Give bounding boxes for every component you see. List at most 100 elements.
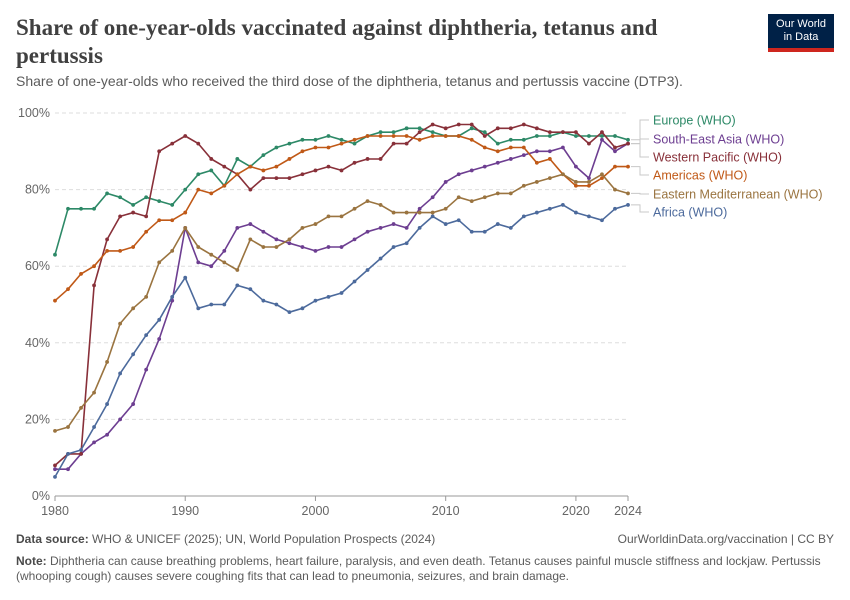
data-point — [79, 448, 83, 452]
chart-title: Share of one-year-olds vaccinated agains… — [16, 15, 658, 68]
x-tick-label: 2010 — [432, 504, 460, 518]
data-point — [209, 252, 214, 257]
data-point — [339, 214, 344, 219]
data-point — [560, 172, 565, 177]
x-tick-label: 2024 — [614, 504, 642, 518]
data-point — [300, 306, 305, 311]
data-point — [443, 134, 448, 138]
data-point — [547, 157, 552, 161]
data-point — [144, 195, 149, 200]
y-tick-label: 100% — [18, 106, 50, 120]
data-point — [118, 417, 123, 422]
data-point — [300, 149, 305, 154]
data-point — [560, 203, 565, 207]
data-point — [131, 402, 136, 406]
data-point — [521, 153, 526, 158]
data-point — [157, 199, 162, 203]
data-point — [482, 164, 487, 169]
data-point — [587, 214, 591, 219]
data-point — [378, 203, 383, 207]
data-point — [53, 474, 57, 479]
data-point — [443, 126, 448, 131]
data-point — [118, 195, 123, 200]
data-point — [613, 134, 617, 138]
data-point — [560, 130, 565, 135]
note-text: Diphtheria can cause breathing problems,… — [16, 554, 821, 583]
data-point — [469, 199, 474, 203]
data-point — [391, 210, 396, 215]
data-point — [521, 145, 526, 150]
data-point — [66, 467, 70, 472]
series-line — [54, 135, 628, 302]
data-point — [274, 245, 279, 249]
series-line — [54, 127, 629, 255]
data-point — [534, 149, 539, 154]
data-point — [53, 252, 57, 257]
data-point — [235, 157, 240, 161]
data-point — [209, 168, 214, 173]
data-point — [92, 206, 96, 211]
data-point — [274, 176, 279, 181]
data-point — [495, 222, 500, 226]
data-point — [587, 180, 591, 184]
data-point — [183, 187, 188, 192]
data-point — [92, 425, 96, 429]
legend-connector — [631, 204, 649, 213]
data-point — [456, 122, 461, 127]
data-point — [157, 149, 162, 154]
data-point — [378, 256, 383, 261]
data-point — [574, 134, 578, 138]
data-point — [365, 199, 370, 203]
y-tick-label: 0% — [32, 489, 50, 503]
data-point — [430, 122, 435, 127]
data-point — [495, 141, 500, 146]
data-point — [600, 218, 604, 223]
credit-link[interactable]: OurWorldinData.org/vaccination | CC BY — [617, 532, 834, 546]
data-point — [508, 137, 513, 142]
data-point — [456, 172, 461, 177]
data-point — [508, 226, 513, 230]
data-point — [587, 134, 591, 138]
data-point — [456, 218, 461, 223]
data-point — [157, 337, 162, 341]
data-point — [105, 191, 109, 196]
data-point — [66, 425, 70, 429]
legend-label: Western Pacific (WHO) — [653, 151, 782, 165]
data-point — [547, 206, 552, 211]
data-point — [53, 463, 57, 468]
data-point — [482, 134, 487, 138]
data-point — [417, 126, 422, 131]
data-point — [274, 237, 279, 242]
data-point — [183, 226, 188, 230]
data-point — [196, 187, 201, 192]
data-point — [170, 141, 175, 146]
x-tick-label: 2020 — [562, 504, 590, 518]
legend-label: Europe (WHO) — [653, 114, 736, 128]
data-point — [196, 306, 201, 311]
data-point — [53, 467, 57, 472]
data-point — [196, 260, 201, 265]
data-point — [79, 406, 83, 410]
data-point — [626, 141, 630, 146]
data-point — [274, 164, 279, 169]
data-point — [66, 451, 70, 456]
chart-subtitle: Share of one-year-olds who received the … — [16, 73, 683, 89]
data-point — [144, 333, 149, 338]
y-tick-label: 40% — [25, 336, 50, 350]
data-point — [352, 279, 357, 284]
data-point — [626, 191, 630, 196]
data-point — [118, 214, 123, 219]
data-point — [92, 283, 96, 288]
owid-logo[interactable]: Our World in Data — [768, 14, 834, 52]
data-point — [287, 157, 292, 161]
data-point — [417, 210, 422, 215]
data-point — [196, 172, 201, 177]
data-point — [53, 298, 57, 303]
data-point — [547, 130, 552, 135]
data-point — [404, 241, 409, 246]
data-point — [469, 229, 474, 234]
data-point — [209, 264, 214, 269]
data-point — [521, 137, 526, 142]
data-point — [53, 428, 57, 433]
data-point — [131, 352, 136, 357]
